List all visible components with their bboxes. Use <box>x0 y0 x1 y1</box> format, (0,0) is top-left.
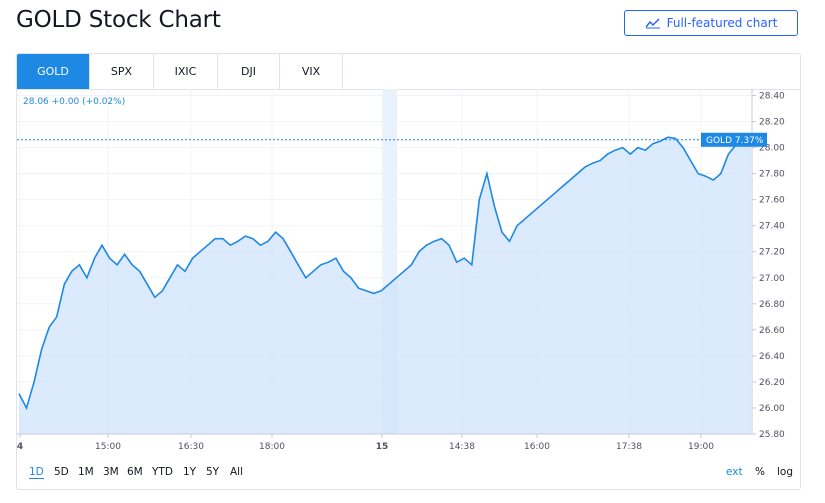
tab-vix[interactable]: VIX <box>280 54 343 89</box>
price-tag-label: GOLD 7.37% 28.06 <box>706 136 792 146</box>
page-title: GOLD Stock Chart <box>16 7 221 33</box>
range-bar: 1D 5D 1M 3M 6M YTD 1Y 5Y All ext % log <box>17 456 800 489</box>
x-tick-label: 18:00 <box>259 442 285 452</box>
y-tick-label: 27.20 <box>759 248 785 258</box>
range-5d[interactable]: 5D <box>54 466 69 478</box>
legend-values: 28.06 +0.00 (+0.02%) <box>23 97 126 107</box>
tab-dji[interactable]: DJI <box>218 54 280 89</box>
range-3m[interactable]: 3M <box>103 466 119 478</box>
y-tick-label: 26.20 <box>759 378 785 388</box>
y-tick-label: 27.60 <box>759 196 785 206</box>
y-tick-label: 27.00 <box>759 274 785 284</box>
x-tick-label: 15 <box>376 442 389 452</box>
range-1m[interactable]: 1M <box>78 466 94 478</box>
x-tick-label: 17:38 <box>616 442 642 452</box>
y-tick-label: 26.40 <box>759 352 785 362</box>
symbol-tabs: GOLD SPX IXIC DJI VIX <box>17 54 800 90</box>
y-tick-label: 26.60 <box>759 326 785 336</box>
chart-line-icon <box>645 18 660 29</box>
y-tick-label: 27.80 <box>759 170 785 180</box>
x-tick-label: 4 <box>17 442 23 452</box>
range-all[interactable]: All <box>230 466 244 478</box>
price-tag: GOLD 7.37% 28.06 <box>701 132 792 147</box>
tab-spx[interactable]: SPX <box>90 54 154 89</box>
percent-toggle[interactable]: % <box>755 466 765 478</box>
x-tick-label: 14:38 <box>449 442 475 452</box>
y-tick-label: 26.00 <box>759 404 785 414</box>
range-1d[interactable]: 1D <box>29 466 44 479</box>
y-tick-label: 28.20 <box>759 118 785 128</box>
x-tick-label: 16:00 <box>524 442 550 452</box>
x-tick-label: 15:00 <box>95 442 121 452</box>
y-tick-label: 28.40 <box>759 92 785 102</box>
price-chart[interactable]: 28.40 28.20 28.00 27.80 27.60 27.40 27.20 27.00… <box>17 89 801 454</box>
y-tick-label: 27.40 <box>759 222 785 232</box>
y-tick-label: 26.80 <box>759 300 785 310</box>
x-tick-label: 19:00 <box>688 442 714 452</box>
range-1y[interactable]: 1Y <box>183 466 197 478</box>
ext-toggle[interactable]: ext <box>726 466 743 478</box>
y-tick-label: 28.00 <box>759 144 785 154</box>
chart-widget: GOLD SPX IXIC DJI VIX 28.40 28.20 28.00 27.… <box>16 53 801 490</box>
range-ytd[interactable]: YTD <box>152 466 173 478</box>
tab-gold[interactable]: GOLD <box>17 54 90 89</box>
range-5y[interactable]: 5Y <box>206 466 220 478</box>
y-tick-label: 25.80 <box>759 430 785 440</box>
full-featured-chart-label: Full-featured chart <box>666 16 778 30</box>
price-area <box>19 137 751 434</box>
log-toggle[interactable]: log <box>777 466 794 478</box>
range-6m[interactable]: 6M <box>127 466 143 478</box>
full-featured-chart-button[interactable]: Full-featured chart <box>624 10 798 36</box>
price-line <box>18 136 752 411</box>
tab-ixic[interactable]: IXIC <box>154 54 218 89</box>
price-chart-svg[interactable]: 28.40 28.20 28.00 27.80 27.60 27.40 27.20 27.00… <box>17 89 801 454</box>
x-tick-label: 16:30 <box>178 442 204 452</box>
